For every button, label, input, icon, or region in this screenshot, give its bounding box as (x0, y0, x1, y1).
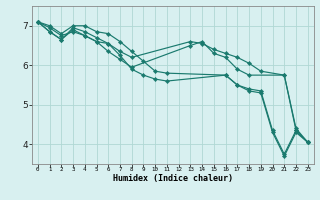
X-axis label: Humidex (Indice chaleur): Humidex (Indice chaleur) (113, 174, 233, 183)
